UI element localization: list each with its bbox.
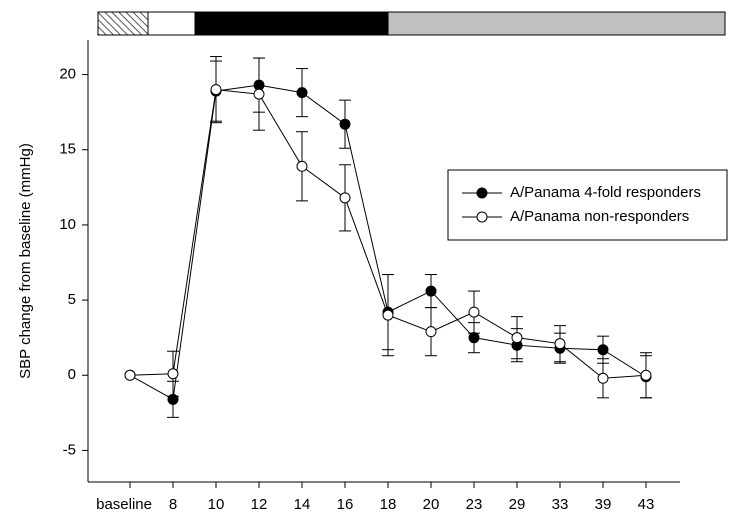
phase-bar (97, 11, 726, 36)
legend (447, 169, 728, 241)
x-tick-label: 20 (423, 496, 440, 513)
data-point (296, 87, 308, 99)
data-point (468, 306, 480, 318)
x-tick-label: 16 (337, 496, 354, 513)
y-tick-label: 15 (59, 141, 76, 158)
data-point (167, 393, 179, 405)
x-tick-label: 14 (294, 496, 311, 513)
data-point (554, 338, 566, 350)
y-axis-label: SBP change from baseline (mmHg) (17, 143, 34, 379)
y-tick-label: 20 (59, 66, 76, 83)
x-tick-label: 8 (169, 496, 177, 513)
data-point (253, 88, 265, 100)
x-tick-label: 10 (208, 496, 225, 513)
legend-marker (476, 211, 488, 223)
data-point (382, 309, 394, 321)
data-point (597, 372, 609, 384)
x-tick-label: 18 (380, 496, 397, 513)
y-tick-label: 10 (59, 216, 76, 233)
x-tick-label: 12 (251, 496, 268, 513)
legend-label: A/Panama 4-fold responders (510, 184, 701, 201)
x-tick-label: 23 (466, 496, 483, 513)
y-tick-label: -5 (63, 441, 76, 458)
y-tick-label: 0 (68, 366, 76, 383)
legend-label: A/Panama non-responders (510, 208, 689, 225)
data-point (296, 160, 308, 172)
data-point (339, 118, 351, 130)
data-point (468, 332, 480, 344)
data-point (167, 368, 179, 380)
x-tick-label: 29 (509, 496, 526, 513)
data-point (425, 326, 437, 338)
data-point (253, 79, 265, 91)
legend-marker (476, 187, 488, 199)
x-tick-label: 43 (638, 496, 655, 513)
x-tick-label: 39 (595, 496, 612, 513)
data-point (511, 332, 523, 344)
data-point (640, 369, 652, 381)
data-point (597, 344, 609, 356)
data-point (425, 285, 437, 297)
x-tick-label: baseline (96, 496, 152, 513)
data-point (210, 84, 222, 96)
data-point (124, 369, 136, 381)
y-tick-label: 5 (68, 291, 76, 308)
data-point (339, 192, 351, 204)
x-tick-label: 33 (552, 496, 569, 513)
